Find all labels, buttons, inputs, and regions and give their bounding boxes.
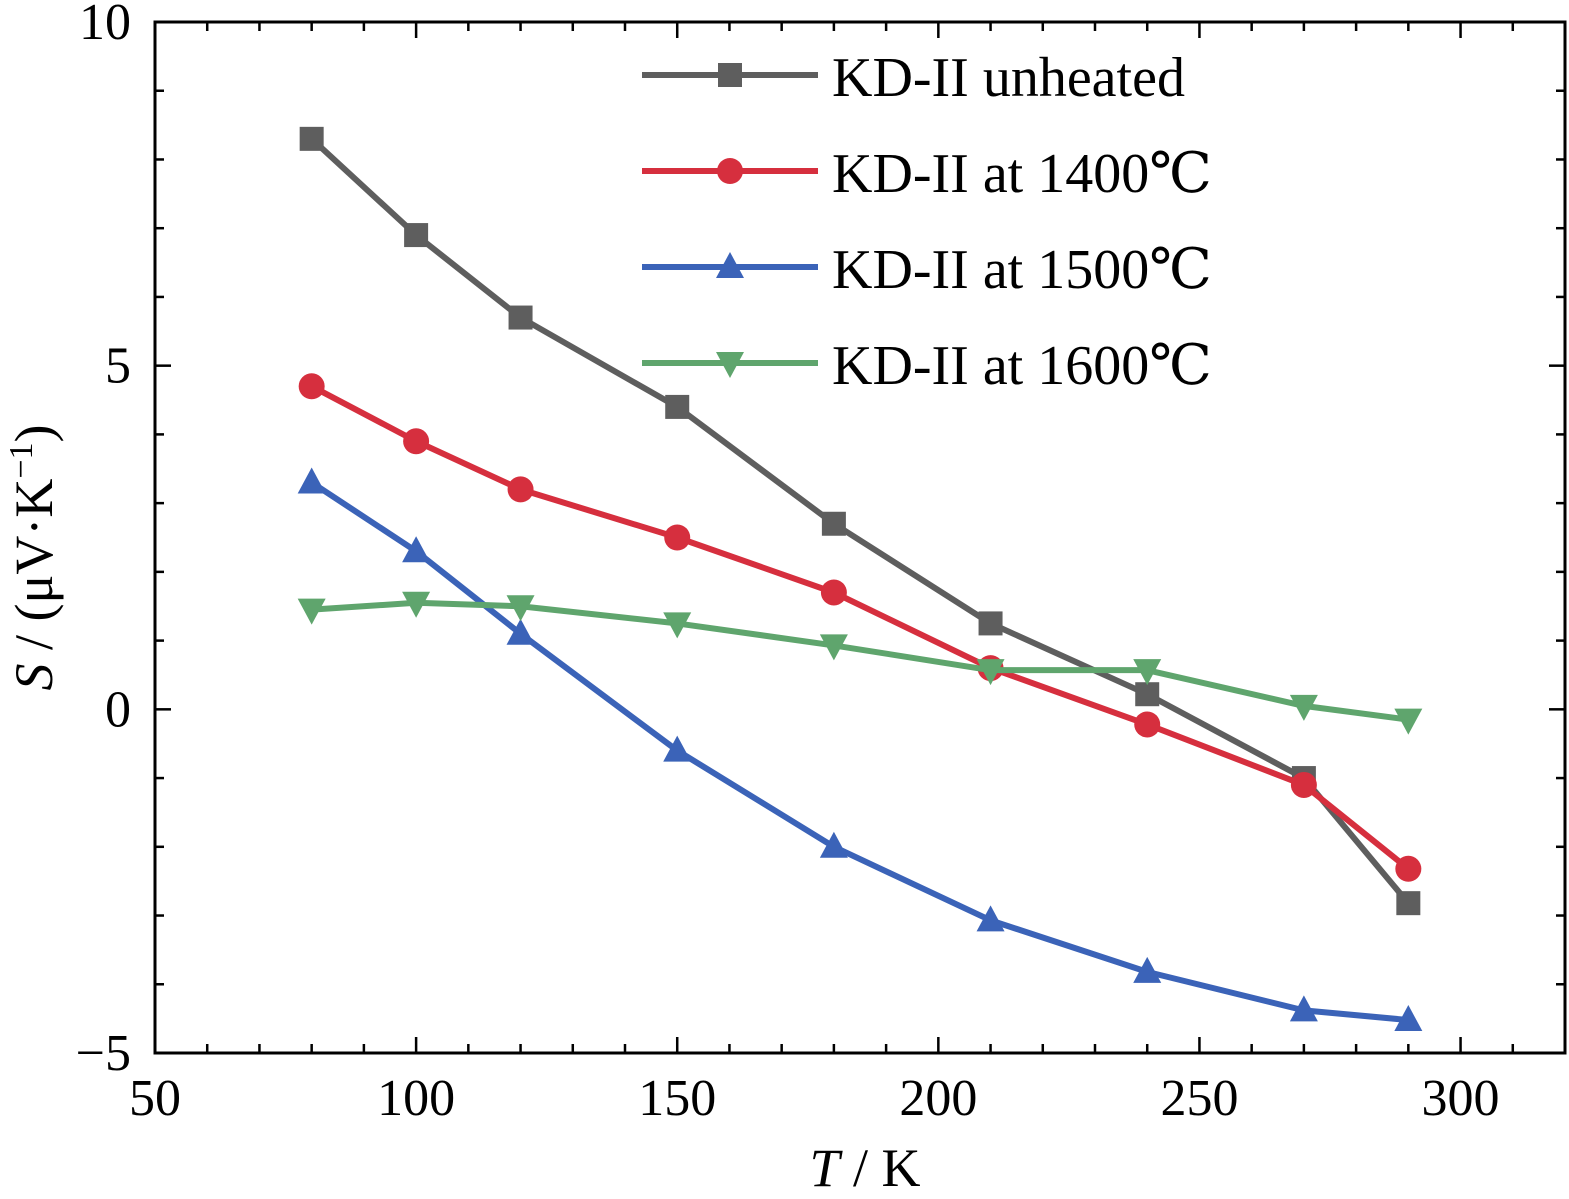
data-point [976,905,1005,932]
legend-item: KD-II at 1600℃ [642,335,1212,397]
data-point [976,659,1005,686]
series-4 [297,591,1423,735]
legend-label: KD-II at 1400℃ [832,143,1212,205]
y-tick-label: −5 [76,1025,131,1082]
x-tick-label: 100 [377,1070,455,1127]
y-axis-title-unit: / (μV·K [4,479,64,664]
data-point [402,536,431,563]
y-axis-title-exponent: −1 [3,442,40,478]
data-point [1289,694,1318,721]
data-point [1394,708,1423,735]
data-point [1134,711,1161,738]
series-3 [297,467,1423,1032]
data-point [819,634,848,661]
legend-marker [716,252,744,278]
x-axis-title-unit: / K [840,1138,921,1194]
series-line [311,599,1409,723]
x-axis-title: T / K [809,1138,920,1194]
legend-item: KD-II at 1500℃ [642,239,1212,301]
data-point [507,476,534,503]
x-tick-label: 50 [129,1070,181,1127]
data-point [1290,771,1317,798]
data-point [506,595,535,622]
legend-marker [717,158,743,184]
x-axis-title-symbol: T [809,1138,843,1194]
series-line [310,383,1411,872]
series-2 [298,373,1422,882]
data-point [1135,682,1160,707]
plot-frame [153,20,1567,1055]
data-point [298,373,325,400]
data-point [299,126,324,151]
data-point [664,524,691,551]
data-point [402,591,431,618]
data-point [1289,995,1318,1022]
data-point [1395,855,1422,882]
y-tick-label: 0 [105,681,131,738]
data-point [297,598,326,625]
series-layer [297,126,1423,1032]
y-tick-label: 10 [79,0,131,51]
data-point [820,579,847,606]
data-point [506,618,535,645]
legend-item: KD-II at 1400℃ [642,143,1212,205]
data-point [1396,891,1421,916]
data-point [1133,956,1162,983]
series-line [310,480,1409,1023]
data-point [403,428,430,455]
y-axis-title: S / (μV·K−1) [3,424,64,690]
x-tick-label: 250 [1160,1070,1238,1127]
data-point [821,511,846,536]
y-axis-title-close: ) [4,424,64,442]
legend-marker [716,352,744,378]
legend-marker [718,63,742,87]
legend-item: KD-II unheated [642,47,1185,109]
axes: 50 100 150 200 250 300 −5 0 5 10 [76,0,1567,1127]
data-point [665,394,690,419]
data-point [978,611,1003,636]
data-point [508,305,533,330]
x-tick-label: 200 [899,1070,977,1127]
y-tick-label: 5 [105,338,131,395]
x-tick-label: 150 [638,1070,716,1127]
data-point [404,223,429,248]
legend-label: KD-II unheated [832,47,1185,109]
data-point [297,467,326,494]
y-axis-title-symbol: S [4,664,64,691]
data-point [663,735,692,762]
legend-label: KD-II at 1500℃ [832,239,1212,301]
data-point [1133,659,1162,686]
series-1 [299,126,1421,916]
data-point [1394,1005,1423,1032]
x-tick-label: 300 [1422,1070,1500,1127]
data-point [663,612,692,639]
legend: KD-II unheated KD-II at 1400℃ KD-II at 150… [642,47,1212,397]
legend-label: KD-II at 1600℃ [832,335,1212,397]
data-point [819,831,848,858]
